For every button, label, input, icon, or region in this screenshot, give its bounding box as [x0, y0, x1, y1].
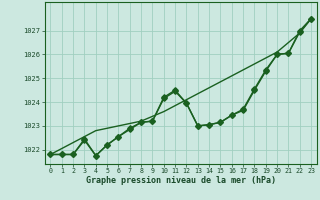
X-axis label: Graphe pression niveau de la mer (hPa): Graphe pression niveau de la mer (hPa): [86, 176, 276, 185]
